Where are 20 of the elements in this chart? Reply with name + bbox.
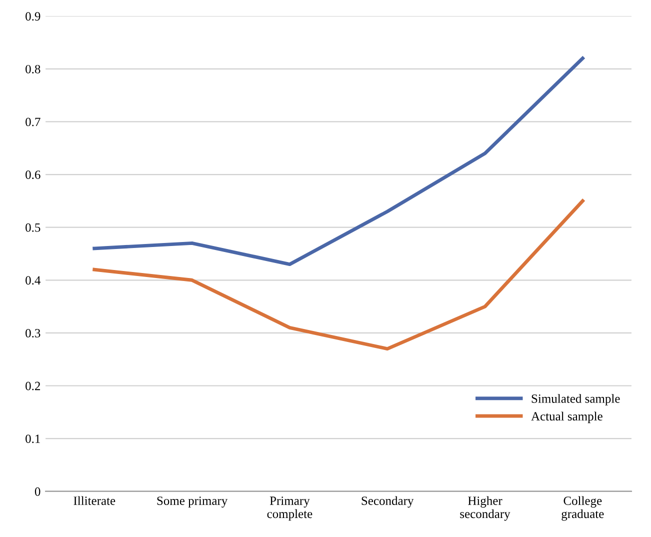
x-tick-label: Illiterate <box>74 496 116 506</box>
y-tick-label: 0.4 <box>26 276 41 285</box>
y-tick-label: 0.1 <box>26 434 40 444</box>
y-tick-label: 0.3 <box>26 328 40 338</box>
y-tick-label: 0.9 <box>26 12 40 21</box>
y-tick-label: 0.2 <box>26 382 40 390</box>
line-series <box>92 56 584 266</box>
y-tick-label: 0.5 <box>26 223 40 232</box>
y-tick-label: 0.8 <box>26 64 40 74</box>
legend-label: Actual sample <box>531 412 602 424</box>
x-tick-label: Secondary <box>362 496 414 508</box>
y-tick-label: 0.7 <box>26 118 40 126</box>
x-tick-label: Higher secondary <box>460 496 510 521</box>
x-tick-label: Some primary <box>157 496 228 508</box>
y-tick-label: 0.6 <box>26 170 40 180</box>
legend-label: Simulated sample <box>532 394 620 406</box>
x-tick-label: Primary complete <box>267 496 312 521</box>
x-tick-label: College graduate <box>562 496 604 521</box>
line-series <box>92 199 584 351</box>
y-tick-label: 0 <box>34 487 40 496</box>
